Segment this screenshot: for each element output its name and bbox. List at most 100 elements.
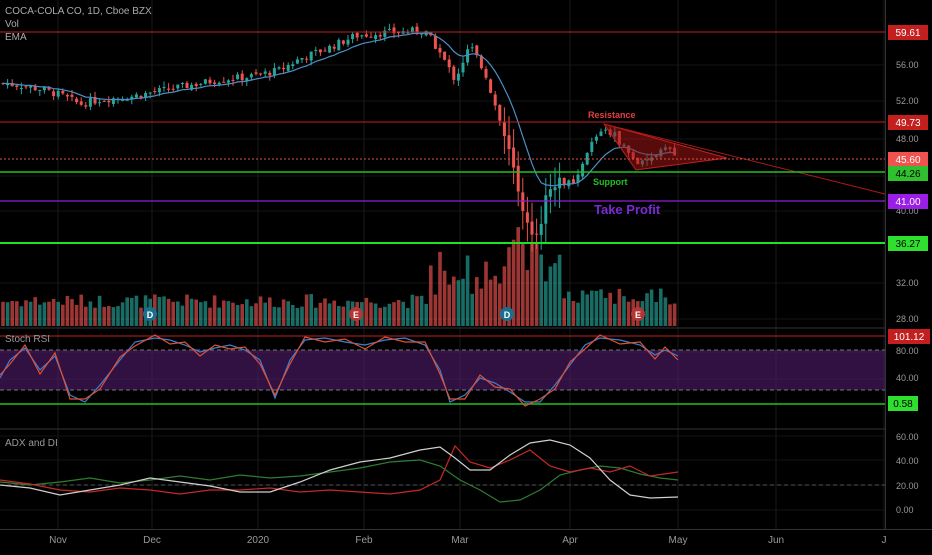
di-plus-line: [0, 459, 679, 503]
svg-text:E: E: [353, 310, 359, 320]
svg-text:59.61: 59.61: [895, 28, 920, 39]
volume-bar: [111, 307, 116, 326]
volume-bar: [185, 294, 189, 326]
candle-body: [33, 85, 37, 91]
earnings-marker[interactable]: D: [143, 307, 157, 321]
volume-bar: [617, 288, 622, 326]
volume-bar: [470, 293, 474, 326]
adx-tick: 40.00: [896, 456, 919, 466]
candle-body: [507, 135, 511, 150]
candle-body: [222, 81, 226, 83]
candle-body: [121, 99, 125, 101]
volume-bar: [346, 300, 350, 326]
volume-bar: [42, 302, 47, 326]
volume-bar: [433, 294, 438, 326]
candle-body: [226, 80, 230, 83]
candle-body: [571, 179, 575, 184]
price-candles: [1, 22, 677, 252]
candle-body: [346, 39, 350, 45]
volume-bar: [562, 298, 566, 326]
candle-body: [203, 79, 207, 84]
candle-body: [594, 136, 598, 141]
candle-body: [387, 28, 391, 30]
volume-bar: [544, 281, 548, 326]
adx-tick: 0.00: [896, 505, 914, 515]
volume-bar: [557, 254, 562, 326]
volume-bar: [396, 299, 401, 326]
candle-body: [254, 72, 258, 74]
volume-bar: [539, 254, 543, 326]
level-label-current: 45.60: [888, 152, 928, 167]
candle-body: [111, 98, 115, 104]
candle-body: [470, 47, 474, 49]
earnings-marker[interactable]: D: [500, 307, 514, 321]
grid: [0, 0, 885, 530]
volume-bar: [341, 306, 346, 326]
candle-body: [397, 32, 401, 34]
volume-bar: [28, 301, 33, 326]
volume-bar: [277, 307, 281, 326]
svg-text:0.58: 0.58: [893, 399, 913, 410]
candle-body: [38, 90, 42, 92]
candle-body: [125, 99, 129, 101]
candle-body: [24, 86, 28, 88]
volume-bar: [447, 284, 451, 326]
volume-bar: [263, 302, 267, 326]
volume-bar: [493, 275, 497, 326]
volume-bar: [47, 301, 51, 326]
volume-bar: [1, 301, 5, 326]
volume-bar: [176, 301, 180, 326]
volume-bar: [567, 291, 571, 326]
candle-body: [351, 33, 355, 40]
candle-body: [263, 71, 267, 74]
earnings-marker[interactable]: E: [349, 307, 363, 321]
svg-text:E: E: [635, 310, 641, 320]
volume-bar: [323, 298, 327, 326]
candle-body: [516, 165, 520, 192]
candle-body: [410, 27, 414, 32]
volume-bar: [254, 303, 258, 326]
candle-body: [153, 91, 157, 93]
candle-body: [75, 98, 79, 103]
candle-body: [171, 88, 175, 90]
volume-bar: [24, 300, 28, 326]
candle-body: [249, 74, 253, 78]
candle-body: [10, 82, 14, 87]
candle-body: [130, 96, 134, 99]
candle-body: [502, 122, 506, 137]
stoch-tick: 80.00: [896, 346, 919, 356]
volume-bar: [410, 294, 415, 326]
level-label-take-profit: 41.00: [888, 194, 928, 209]
candle-body: [328, 45, 332, 53]
volume-bar: [401, 301, 405, 326]
time-axis[interactable]: [0, 530, 932, 550]
time-label: J: [882, 535, 887, 546]
volume-label[interactable]: Vol: [5, 19, 19, 30]
ema-line: [2, 32, 675, 187]
price-axis[interactable]: [886, 0, 932, 530]
symbol-title[interactable]: COCA-COLA CO, 1D, Cboe BZX: [5, 6, 152, 17]
volume-bar: [502, 266, 507, 326]
ema-label[interactable]: EMA: [5, 32, 27, 43]
stoch-d-line: [0, 334, 679, 407]
time-label: Mar: [451, 535, 469, 546]
volume-bar: [645, 293, 649, 326]
level-label-top: 59.61: [888, 25, 928, 40]
volume-bar: [79, 294, 83, 326]
candle-body: [84, 105, 88, 107]
candle-body: [88, 98, 92, 107]
volume-bar: [337, 305, 341, 326]
earnings-marker[interactable]: E: [631, 307, 645, 321]
level-label-support: 44.26: [888, 166, 928, 181]
time-label: May: [669, 535, 688, 546]
volume-bar: [291, 304, 295, 326]
volume-bar: [189, 298, 194, 326]
volume-bar: [479, 288, 484, 326]
candle-body: [341, 40, 345, 44]
candle-body: [98, 102, 102, 104]
price-tick: 28.00: [896, 314, 919, 324]
candle-body: [364, 34, 368, 37]
volume-bar: [116, 306, 120, 326]
